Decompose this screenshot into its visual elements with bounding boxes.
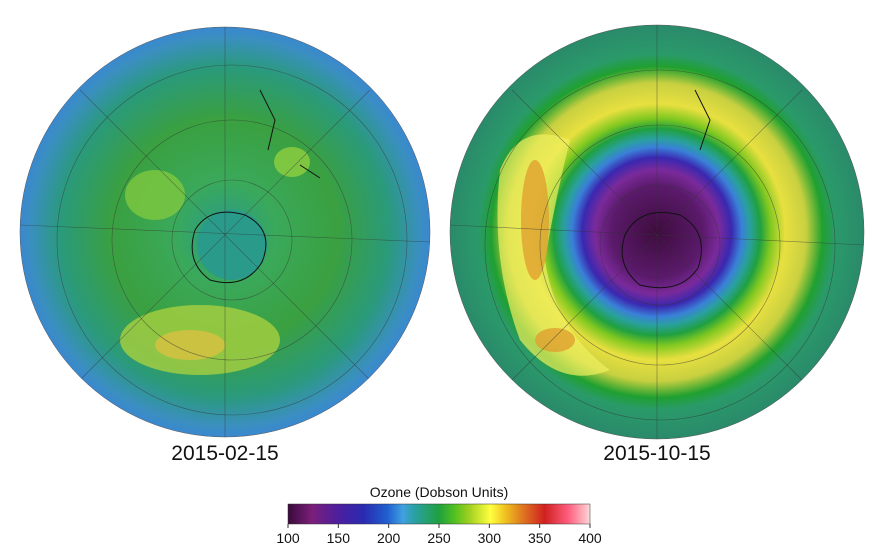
- globe-left: [19, 26, 431, 438]
- globe-right: [449, 24, 865, 440]
- colorbar-tick-label: 150: [327, 530, 351, 546]
- colorbar-tick-label: 400: [578, 530, 602, 546]
- map-date: 2015-10-15: [603, 442, 710, 465]
- colorbar: [287, 503, 591, 525]
- colorbar-title: Ozone (Dobson Units): [370, 484, 509, 500]
- colorbar-tick-label: 200: [377, 530, 401, 546]
- map-date: 2015-02-15: [171, 442, 278, 465]
- colorbar-tick-label: 100: [276, 530, 300, 546]
- colorbar-ticks: 100 150 200 250 300 350 400: [276, 524, 602, 546]
- colorbar-tick-label: 350: [528, 530, 552, 546]
- colorbar-tick-label: 250: [427, 530, 451, 546]
- colorbar-tick-label: 300: [478, 530, 502, 546]
